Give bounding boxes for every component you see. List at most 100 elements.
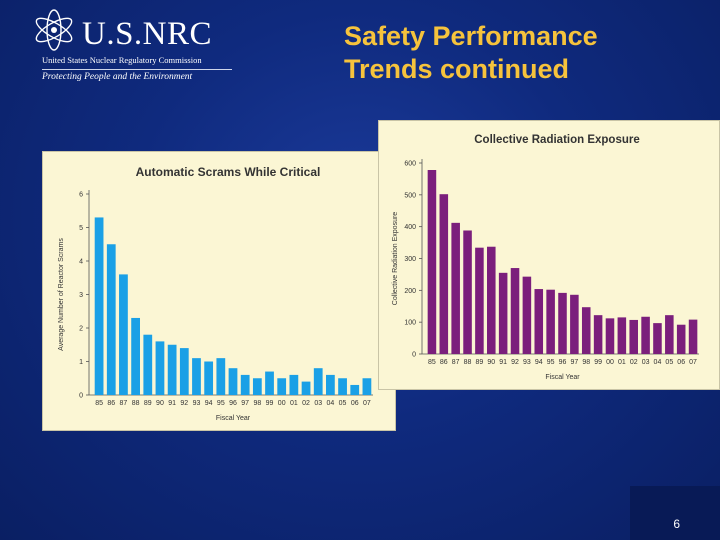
chart2-bar xyxy=(676,324,686,354)
chart2-bar xyxy=(653,323,662,354)
chart1-bar xyxy=(326,374,335,395)
chart1-bar xyxy=(94,217,104,395)
chart1-x-tick-label: 96 xyxy=(229,400,237,407)
chart2-title: Collective Radiation Exposure xyxy=(474,134,640,146)
chart1-x-tick-label: 91 xyxy=(168,400,176,407)
chart2-x-tick-label: 04 xyxy=(654,359,662,366)
chart2-x-tick-label: 91 xyxy=(499,359,507,366)
slide-title: Safety Performance Trends continued xyxy=(344,20,704,86)
chart1-bar xyxy=(301,381,311,395)
chart2-bar xyxy=(534,289,544,354)
chart1-x-tick-label: 98 xyxy=(253,400,261,407)
chart1-bar xyxy=(106,244,116,395)
chart2-x-tick-label: 05 xyxy=(665,359,673,366)
chart2-x-tick-label: 92 xyxy=(511,359,519,366)
nrc-logo: U.S.NRC United States Nuclear Regulatory… xyxy=(30,8,232,82)
chart2-bar xyxy=(641,316,650,354)
logo-divider xyxy=(42,69,232,70)
chart1-bar xyxy=(240,374,250,395)
chart2-x-tick-label: 87 xyxy=(452,359,460,366)
logo-tagline: Protecting People and the Environment xyxy=(42,72,193,82)
chart2-y-tick-label: 400 xyxy=(404,224,416,231)
chart1-bar xyxy=(119,274,128,395)
chart2-y-tick-label: 200 xyxy=(404,288,416,295)
chart2-y-tick-label: 300 xyxy=(404,256,416,263)
chart2-x-tick-label: 06 xyxy=(677,359,685,366)
chart1-bar xyxy=(167,344,177,395)
chart2-x-tick-label: 97 xyxy=(570,359,578,366)
chart2-bar xyxy=(546,289,555,354)
chart1-x-tick-label: 93 xyxy=(193,400,201,407)
chart2-x-tick-label: 01 xyxy=(618,359,626,366)
chart1-bar xyxy=(277,378,287,395)
chart2-bar xyxy=(688,319,698,354)
chart1-x-tick-label: 00 xyxy=(278,400,286,407)
chart1-x-tick-label: 06 xyxy=(351,400,359,407)
chart1-x-tick-label: 88 xyxy=(132,400,140,407)
chart1-bar xyxy=(143,334,153,395)
chart1-y-tick-label: 5 xyxy=(79,225,83,232)
chart1-x-tick-label: 85 xyxy=(95,400,103,407)
radiation-chart: Collective Radiation Exposure 01 00 200 300 4… xyxy=(392,134,699,381)
chart1-bar xyxy=(192,358,201,395)
chart2-bar xyxy=(487,246,496,354)
chart1-bar xyxy=(338,378,347,395)
chart2-bar xyxy=(581,307,591,354)
chart2-bar xyxy=(629,319,638,354)
chart1-x-tick-label: 86 xyxy=(107,400,115,407)
chart1-bar xyxy=(313,368,323,395)
chart1-y-axis-label: Average Number of Reactor Scrams xyxy=(58,238,65,351)
chart1-bar xyxy=(265,371,274,395)
chart1-y-tick-label: 2 xyxy=(79,326,83,333)
chart1-bar xyxy=(228,368,238,395)
chart1-title: Automatic Scrams While Critical xyxy=(136,165,321,179)
slide-title-line2: Trends continued xyxy=(344,54,570,84)
chart1-x-tick-label: 02 xyxy=(302,400,310,407)
chart2-x-tick-label: 96 xyxy=(559,359,567,366)
chart2-bar xyxy=(451,222,460,354)
chart1-x-tick-label: 99 xyxy=(266,400,274,407)
scrams-chart: Automatic Scrams While Critical012345685… xyxy=(58,165,373,422)
chart2-bar xyxy=(498,272,508,354)
chart2-bar xyxy=(475,247,484,354)
chart1-y-tick-label: 0 xyxy=(79,393,83,400)
chart2-bar xyxy=(427,170,437,354)
chart2-bar xyxy=(522,276,532,354)
chart1-bar xyxy=(131,317,140,395)
chart2-x-tick-label: 02 xyxy=(630,359,638,366)
chart1-x-tick-label: 94 xyxy=(205,400,213,407)
atom-icon xyxy=(35,9,73,51)
chart2-bar xyxy=(570,294,579,354)
chart2-bar xyxy=(463,230,472,354)
chart1-x-axis-label: Fiscal Year xyxy=(216,415,251,422)
chart1-x-tick-label: 04 xyxy=(326,400,334,407)
chart1-bar xyxy=(179,348,189,395)
chart2-x-tick-label: 00 xyxy=(606,359,614,366)
chart2-x-tick-label: 93 xyxy=(523,359,531,366)
chart1-x-tick-label: 95 xyxy=(217,400,225,407)
chart1-x-tick-label: 89 xyxy=(144,400,152,407)
slide-title-line1: Safety Performance xyxy=(344,21,598,51)
chart1-bar xyxy=(216,358,226,395)
page-number-box xyxy=(630,486,720,540)
chart2-y-tick-label: 500 xyxy=(404,192,416,199)
chart1-bar xyxy=(252,378,262,395)
chart1-x-tick-label: 87 xyxy=(120,400,128,407)
chart2-x-tick-label: 95 xyxy=(547,359,555,366)
chart1-y-tick-label: 3 xyxy=(79,292,83,299)
logo-agency: United States Nuclear Regulatory Commiss… xyxy=(42,55,202,65)
chart1-bar xyxy=(350,384,360,395)
chart1-x-tick-label: 07 xyxy=(363,400,371,407)
chart2-x-tick-label: 07 xyxy=(689,359,697,366)
chart2-x-tick-label: 90 xyxy=(487,359,495,366)
chart1-y-tick-label: 4 xyxy=(79,259,83,266)
chart2-x-tick-label: 03 xyxy=(642,359,650,366)
chart1-x-tick-label: 03 xyxy=(314,400,322,407)
logo-wordmark: U.S.NRC xyxy=(82,16,213,52)
chart2-x-tick-label: 99 xyxy=(594,359,602,366)
chart2-x-axis-label: Fiscal Year xyxy=(545,374,580,381)
chart2-y-tick-label: 100 xyxy=(404,320,416,327)
chart1-bar xyxy=(204,361,214,395)
chart2-x-tick-label: 85 xyxy=(428,359,436,366)
chart2-bar xyxy=(439,194,449,354)
